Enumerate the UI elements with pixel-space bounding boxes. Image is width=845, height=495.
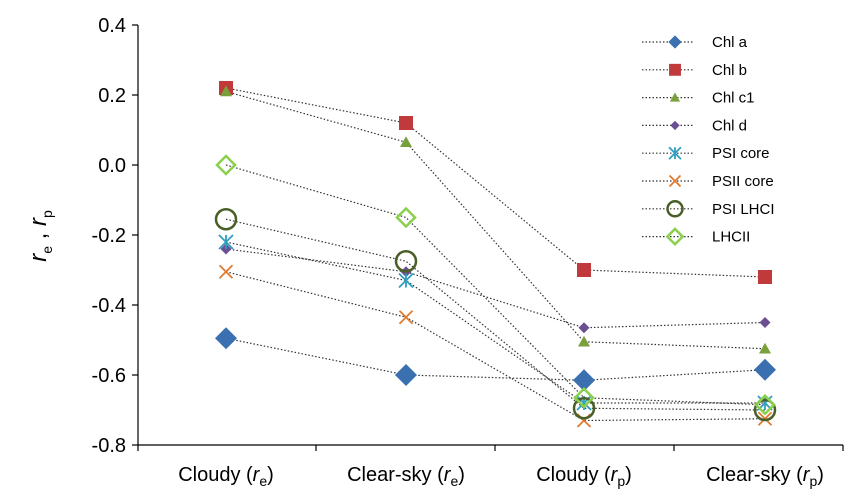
series-line (225, 248, 766, 329)
legend-marker (669, 92, 681, 102)
series-line (225, 241, 765, 404)
y-axis-title-text: re , rp (25, 210, 55, 262)
data-point (577, 263, 591, 277)
legend-label: Chl d (712, 117, 747, 134)
y-tick-label: -0.4 (92, 295, 126, 317)
axes (132, 24, 844, 451)
legend: Chl a Chl b Chl c1 Chl d PSI core PSII core PS… (642, 34, 775, 247)
data-point (399, 116, 413, 130)
y-tick-label: -0.8 (92, 435, 126, 457)
data-point (572, 397, 596, 420)
legend-label: PSII core (712, 173, 774, 190)
legend-marker (668, 35, 682, 49)
data-point (754, 358, 776, 381)
y-tick-label: 0.0 (98, 155, 126, 177)
series-line (225, 271, 766, 422)
y-tick-label: 0.2 (98, 85, 126, 107)
data-point (758, 270, 772, 284)
legend-marker (665, 227, 685, 247)
y-tick-label: 0.4 (98, 15, 126, 37)
data-point (218, 264, 234, 279)
data-point (220, 85, 232, 97)
data-point (400, 136, 412, 148)
y-tick-label: -0.2 (92, 225, 126, 247)
legend-item: LHCII (642, 227, 750, 247)
data-point (218, 234, 234, 250)
legend-label: PSI core (712, 145, 770, 162)
legend-marker (670, 120, 680, 131)
data-point (754, 393, 776, 416)
data-point (214, 208, 238, 231)
y-tick-label: -0.6 (92, 365, 126, 387)
x-category-labels: Cloudy (re) Clear-sky (re) Cloudy (rp) Clea… (178, 464, 824, 489)
data-point (578, 322, 590, 334)
legend-item: Chl d (642, 117, 747, 134)
legend-item: Chl c1 (642, 90, 755, 107)
legend-item: PSI LHCI (642, 200, 775, 218)
data-point (753, 398, 777, 422)
series-line (225, 218, 766, 411)
data-point (398, 310, 414, 325)
data-point (573, 386, 595, 409)
data-point (578, 335, 590, 347)
legend-label: Chl b (712, 62, 747, 79)
legend-marker (669, 63, 681, 76)
legend-item: PSI core (642, 145, 770, 162)
data-point (215, 154, 237, 176)
legend-marker (668, 174, 682, 188)
legend-item: Chl b (642, 62, 747, 79)
data-point (759, 342, 771, 354)
series-line (225, 337, 766, 381)
legend-marker (668, 146, 682, 160)
data-point (395, 364, 417, 386)
x-category-label: Clear-sky (rp) (706, 464, 824, 489)
series-line (225, 87, 766, 278)
data-point (215, 327, 237, 350)
data-point (395, 206, 417, 229)
y-axis-title: re , rp (25, 210, 55, 262)
legend-label: LHCII (712, 229, 750, 246)
x-category-label: Cloudy (rp) (536, 464, 632, 489)
legend-label: Chl a (712, 34, 748, 51)
x-category-label: Clear-sky (re) (347, 464, 465, 489)
series-markers (214, 81, 777, 428)
series-lines (225, 87, 766, 422)
legend-label: Chl c1 (712, 90, 755, 107)
y-tick-labels: 0.4 0.2 0.0 -0.2 -0.4 -0.6 -0.8 (92, 15, 126, 457)
series-line (225, 90, 766, 350)
data-point (759, 317, 771, 328)
x-category-label: Cloudy (re) (178, 464, 274, 489)
data-point (573, 369, 595, 392)
legend-item: Chl a (642, 34, 748, 51)
data-point (398, 272, 414, 289)
legend-item: PSII core (642, 173, 774, 190)
legend-label: PSI LHCI (712, 201, 775, 218)
legend-marker (666, 200, 684, 218)
data-point (394, 250, 418, 273)
series-line (225, 164, 766, 406)
